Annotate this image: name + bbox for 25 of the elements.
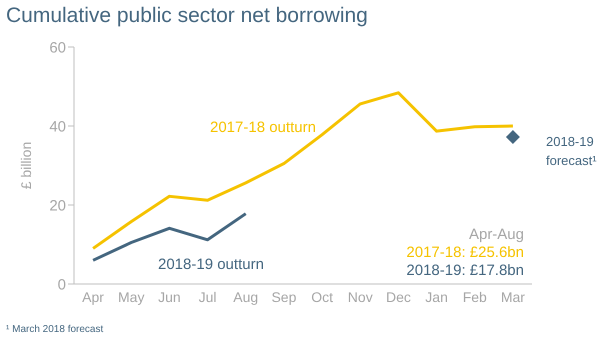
text: 2018-19 forecast¹ xyxy=(546,133,598,170)
x-tick-label: May xyxy=(118,288,144,305)
x-tick-label: Feb xyxy=(462,288,488,305)
y-axis-title: £ billion xyxy=(18,142,34,190)
series-label: 2018-19 outturn xyxy=(158,255,264,274)
x-tick-label: Aug xyxy=(233,288,258,305)
y-tick-label: 60 xyxy=(49,39,66,56)
y-tick-label: 0 xyxy=(58,276,66,294)
x-tick-label: Jun xyxy=(158,288,181,305)
y-tick-label: 40 xyxy=(49,118,66,136)
chart-title: Cumulative public sector net borrowing xyxy=(6,4,368,28)
series-label: 2017-18 outturn xyxy=(210,118,316,137)
x-tick-label: Sep xyxy=(271,288,297,305)
x-tick-label: Oct xyxy=(311,288,334,305)
x-tick-label: Jul xyxy=(198,288,217,305)
annotation: 2017-18: £25.6bn xyxy=(406,244,524,262)
annotation: 2018-19: £17.8bn xyxy=(406,262,524,280)
x-tick-label: Mar xyxy=(500,288,526,305)
y-tick-label: 20 xyxy=(49,197,66,214)
x-tick-label: Nov xyxy=(348,288,373,305)
annotation: Apr-Aug xyxy=(468,226,524,244)
x-tick-label: Jan xyxy=(425,288,448,305)
x-tick-label: Apr xyxy=(82,288,104,305)
x-tick-label: Dec xyxy=(386,288,411,305)
text: ¹ March 2018 forecast xyxy=(6,324,104,335)
